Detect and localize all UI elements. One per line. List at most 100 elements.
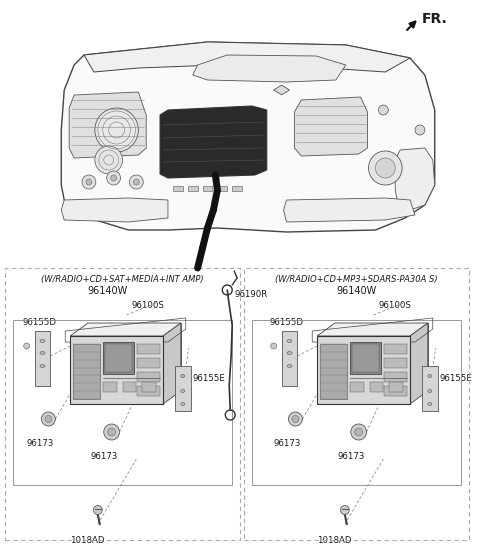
Polygon shape: [35, 331, 50, 386]
Ellipse shape: [40, 351, 45, 355]
Bar: [232, 186, 242, 191]
Text: 96173: 96173: [274, 439, 301, 448]
Polygon shape: [317, 323, 428, 336]
Polygon shape: [320, 344, 347, 399]
Circle shape: [340, 505, 349, 515]
Text: 1018AD: 1018AD: [70, 536, 104, 545]
Ellipse shape: [428, 402, 432, 406]
Circle shape: [82, 175, 96, 189]
Circle shape: [130, 175, 143, 189]
Text: 96100S: 96100S: [132, 301, 164, 310]
Polygon shape: [137, 344, 160, 354]
Bar: [244, 268, 469, 540]
Ellipse shape: [287, 340, 292, 342]
Circle shape: [375, 158, 395, 178]
Polygon shape: [282, 331, 298, 386]
Bar: [217, 186, 227, 191]
Polygon shape: [422, 366, 438, 411]
Polygon shape: [274, 85, 289, 95]
Circle shape: [95, 146, 122, 174]
Bar: [252, 320, 461, 485]
Ellipse shape: [181, 390, 185, 392]
Bar: [203, 186, 213, 191]
Polygon shape: [284, 198, 415, 222]
Polygon shape: [103, 382, 117, 392]
Polygon shape: [103, 342, 134, 374]
Polygon shape: [160, 106, 267, 178]
Polygon shape: [350, 342, 382, 374]
Polygon shape: [352, 344, 379, 372]
Text: 96155D: 96155D: [23, 318, 57, 327]
Bar: [5, 268, 240, 540]
Circle shape: [95, 108, 138, 152]
Polygon shape: [410, 323, 428, 404]
Bar: [173, 186, 183, 191]
Polygon shape: [137, 372, 160, 382]
Ellipse shape: [181, 374, 185, 378]
Text: 96173: 96173: [337, 452, 364, 461]
Circle shape: [415, 125, 425, 135]
Circle shape: [133, 179, 139, 185]
Polygon shape: [384, 386, 407, 396]
Text: 96173: 96173: [27, 439, 54, 448]
Polygon shape: [137, 386, 160, 396]
Text: (W/RADIO+CD+MP3+SDARS-PA30A S): (W/RADIO+CD+MP3+SDARS-PA30A S): [276, 275, 438, 284]
Ellipse shape: [40, 340, 45, 342]
Polygon shape: [105, 344, 132, 372]
Ellipse shape: [40, 364, 45, 368]
Circle shape: [292, 415, 299, 423]
Circle shape: [41, 412, 55, 426]
Polygon shape: [142, 382, 156, 392]
Circle shape: [288, 412, 302, 426]
Circle shape: [104, 424, 120, 440]
Polygon shape: [122, 382, 136, 392]
Ellipse shape: [287, 364, 292, 368]
Circle shape: [108, 428, 116, 436]
Text: FR.: FR.: [422, 12, 448, 26]
Polygon shape: [294, 97, 368, 156]
Polygon shape: [175, 366, 191, 411]
Circle shape: [355, 428, 362, 436]
Circle shape: [94, 505, 102, 515]
Circle shape: [107, 171, 120, 185]
Polygon shape: [395, 148, 435, 210]
Polygon shape: [384, 372, 407, 382]
Ellipse shape: [428, 390, 432, 392]
Polygon shape: [69, 92, 146, 158]
Polygon shape: [384, 344, 407, 354]
Polygon shape: [370, 382, 384, 392]
Polygon shape: [163, 323, 181, 404]
Text: 96155D: 96155D: [270, 318, 304, 327]
Bar: [188, 186, 198, 191]
Polygon shape: [317, 336, 410, 404]
Circle shape: [271, 343, 276, 349]
Text: 96173: 96173: [90, 452, 118, 461]
Polygon shape: [70, 323, 181, 336]
Circle shape: [86, 179, 92, 185]
Text: (W/RADIO+CD+SAT+MEDIA+INT AMP): (W/RADIO+CD+SAT+MEDIA+INT AMP): [41, 275, 204, 284]
Polygon shape: [88, 323, 181, 391]
Text: 96190R: 96190R: [234, 290, 267, 299]
Circle shape: [378, 105, 388, 115]
Text: 96155E: 96155E: [192, 374, 226, 383]
Text: 96100S: 96100S: [378, 301, 411, 310]
Polygon shape: [61, 198, 168, 222]
Polygon shape: [61, 42, 435, 232]
Polygon shape: [389, 382, 403, 392]
Polygon shape: [192, 55, 346, 82]
Bar: [13, 320, 232, 485]
Polygon shape: [384, 358, 407, 368]
Text: 96140W: 96140W: [336, 286, 377, 296]
Polygon shape: [70, 336, 163, 404]
Circle shape: [45, 415, 52, 423]
Ellipse shape: [428, 374, 432, 378]
Circle shape: [351, 424, 367, 440]
Polygon shape: [73, 344, 100, 399]
Circle shape: [111, 175, 117, 181]
Polygon shape: [335, 323, 428, 391]
Polygon shape: [350, 382, 363, 392]
Polygon shape: [84, 42, 410, 72]
Polygon shape: [137, 358, 160, 368]
Text: 96155E: 96155E: [440, 374, 472, 383]
Circle shape: [369, 151, 402, 185]
